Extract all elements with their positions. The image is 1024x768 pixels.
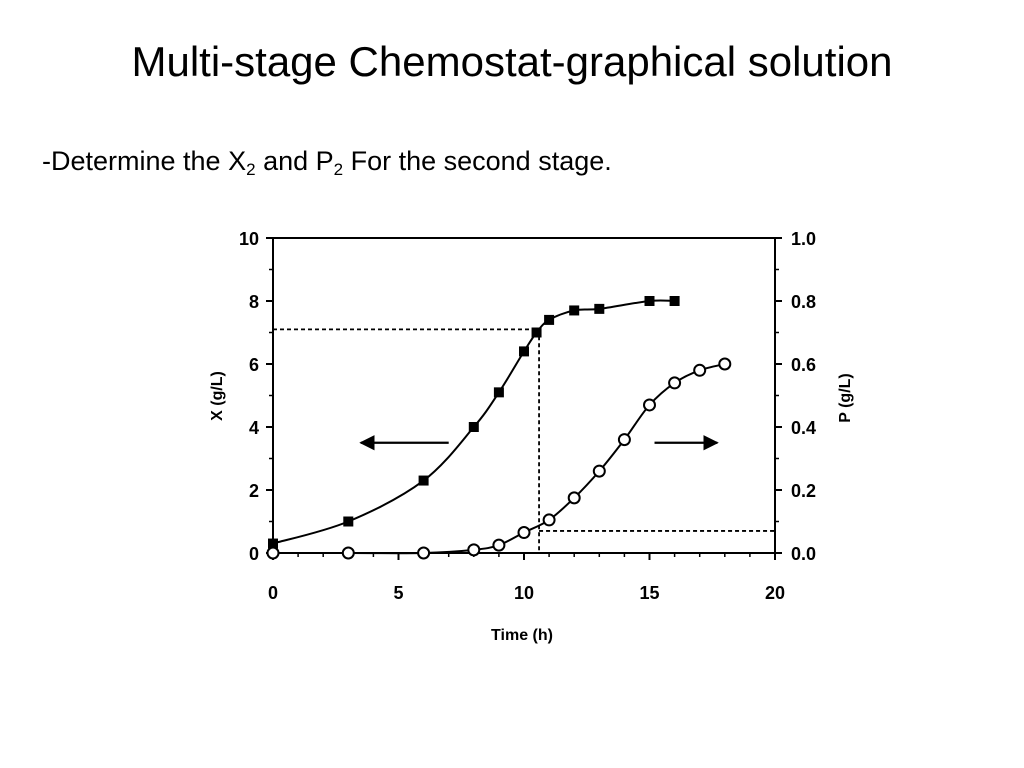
guide-line-x2 <box>273 328 540 553</box>
product-point <box>542 513 556 527</box>
product-point <box>718 357 732 371</box>
bullet-text: -Determine the X2 and P2 For the second … <box>42 146 612 179</box>
product-point <box>517 526 531 540</box>
slide-title: Multi-stage Chemostat-graphical solution <box>131 38 893 85</box>
product-point <box>592 464 606 478</box>
x-tick-label: 15 <box>639 583 659 603</box>
product-point <box>668 376 682 390</box>
biomass-point <box>493 387 504 398</box>
product-point <box>341 546 355 560</box>
y-right-tick-label: 0.4 <box>791 418 816 438</box>
x-axis-title: Time (h) <box>491 627 553 644</box>
y-right-tick-label: 0.8 <box>791 292 816 312</box>
x-tick-label: 10 <box>514 583 534 603</box>
bullet-suffix: For the second stage. <box>343 146 612 176</box>
biomass-point <box>544 314 555 325</box>
x-tick-label: 20 <box>765 583 785 603</box>
biomass-curve <box>272 299 675 545</box>
y-right-tick-label: 1.0 <box>791 229 816 249</box>
plot-frame <box>272 237 776 554</box>
product-point <box>617 433 631 447</box>
y-right-tick-label: 0.2 <box>791 481 816 501</box>
bullet-prefix: -Determine the X <box>42 146 247 176</box>
biomass-point <box>519 346 529 357</box>
biomass-point <box>669 296 680 306</box>
product-point <box>567 491 581 505</box>
y-left-tick-label: 0 <box>249 544 259 564</box>
y-left-axis-title: X (g/L) <box>209 371 226 421</box>
biomass-point <box>569 305 580 316</box>
biomass-point <box>268 538 278 549</box>
x-tick-label: 0 <box>268 583 278 603</box>
product-point <box>266 546 280 560</box>
y-left-tick-label: 4 <box>249 418 259 438</box>
y-right-tick-label: 0.0 <box>791 544 816 564</box>
product-point <box>467 543 481 557</box>
product-point <box>693 363 707 377</box>
y-right-tick-label: 0.6 <box>791 355 816 375</box>
y-right-axis-title: P (g/L) <box>837 373 854 422</box>
bullet-subscript-p: 2 <box>333 160 344 179</box>
y-left-tick-label: 2 <box>249 481 259 501</box>
biomass-point <box>594 303 605 314</box>
biomass-point <box>343 516 354 527</box>
biomass-point <box>644 296 655 306</box>
bullet-mid: and P <box>255 146 334 176</box>
y-left-tick-label: 8 <box>249 292 259 312</box>
product-point <box>417 546 431 560</box>
x-tick-label: 5 <box>393 583 403 603</box>
y-left-tick-label: 10 <box>239 229 259 249</box>
y-left-tick-label: 6 <box>249 355 259 375</box>
bullet-subscript-x: 2 <box>246 160 256 179</box>
biomass-point <box>468 422 479 432</box>
biomass-point <box>418 475 429 486</box>
product-point <box>492 538 506 552</box>
biomass-point <box>531 327 542 338</box>
product-point <box>643 398 656 412</box>
